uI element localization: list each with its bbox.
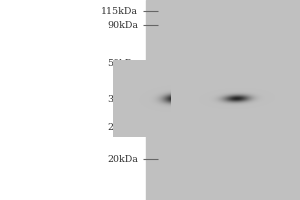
- Text: 20kDa: 20kDa: [107, 154, 138, 164]
- Text: 27kDa: 27kDa: [107, 122, 138, 132]
- Text: 115kDa: 115kDa: [101, 6, 138, 16]
- Text: 50kDa: 50kDa: [107, 58, 138, 68]
- Bar: [146, 0, 300, 200]
- Bar: [0, 0, 146, 200]
- Text: 90kDa: 90kDa: [107, 21, 138, 29]
- Text: 36kDa: 36kDa: [107, 95, 138, 104]
